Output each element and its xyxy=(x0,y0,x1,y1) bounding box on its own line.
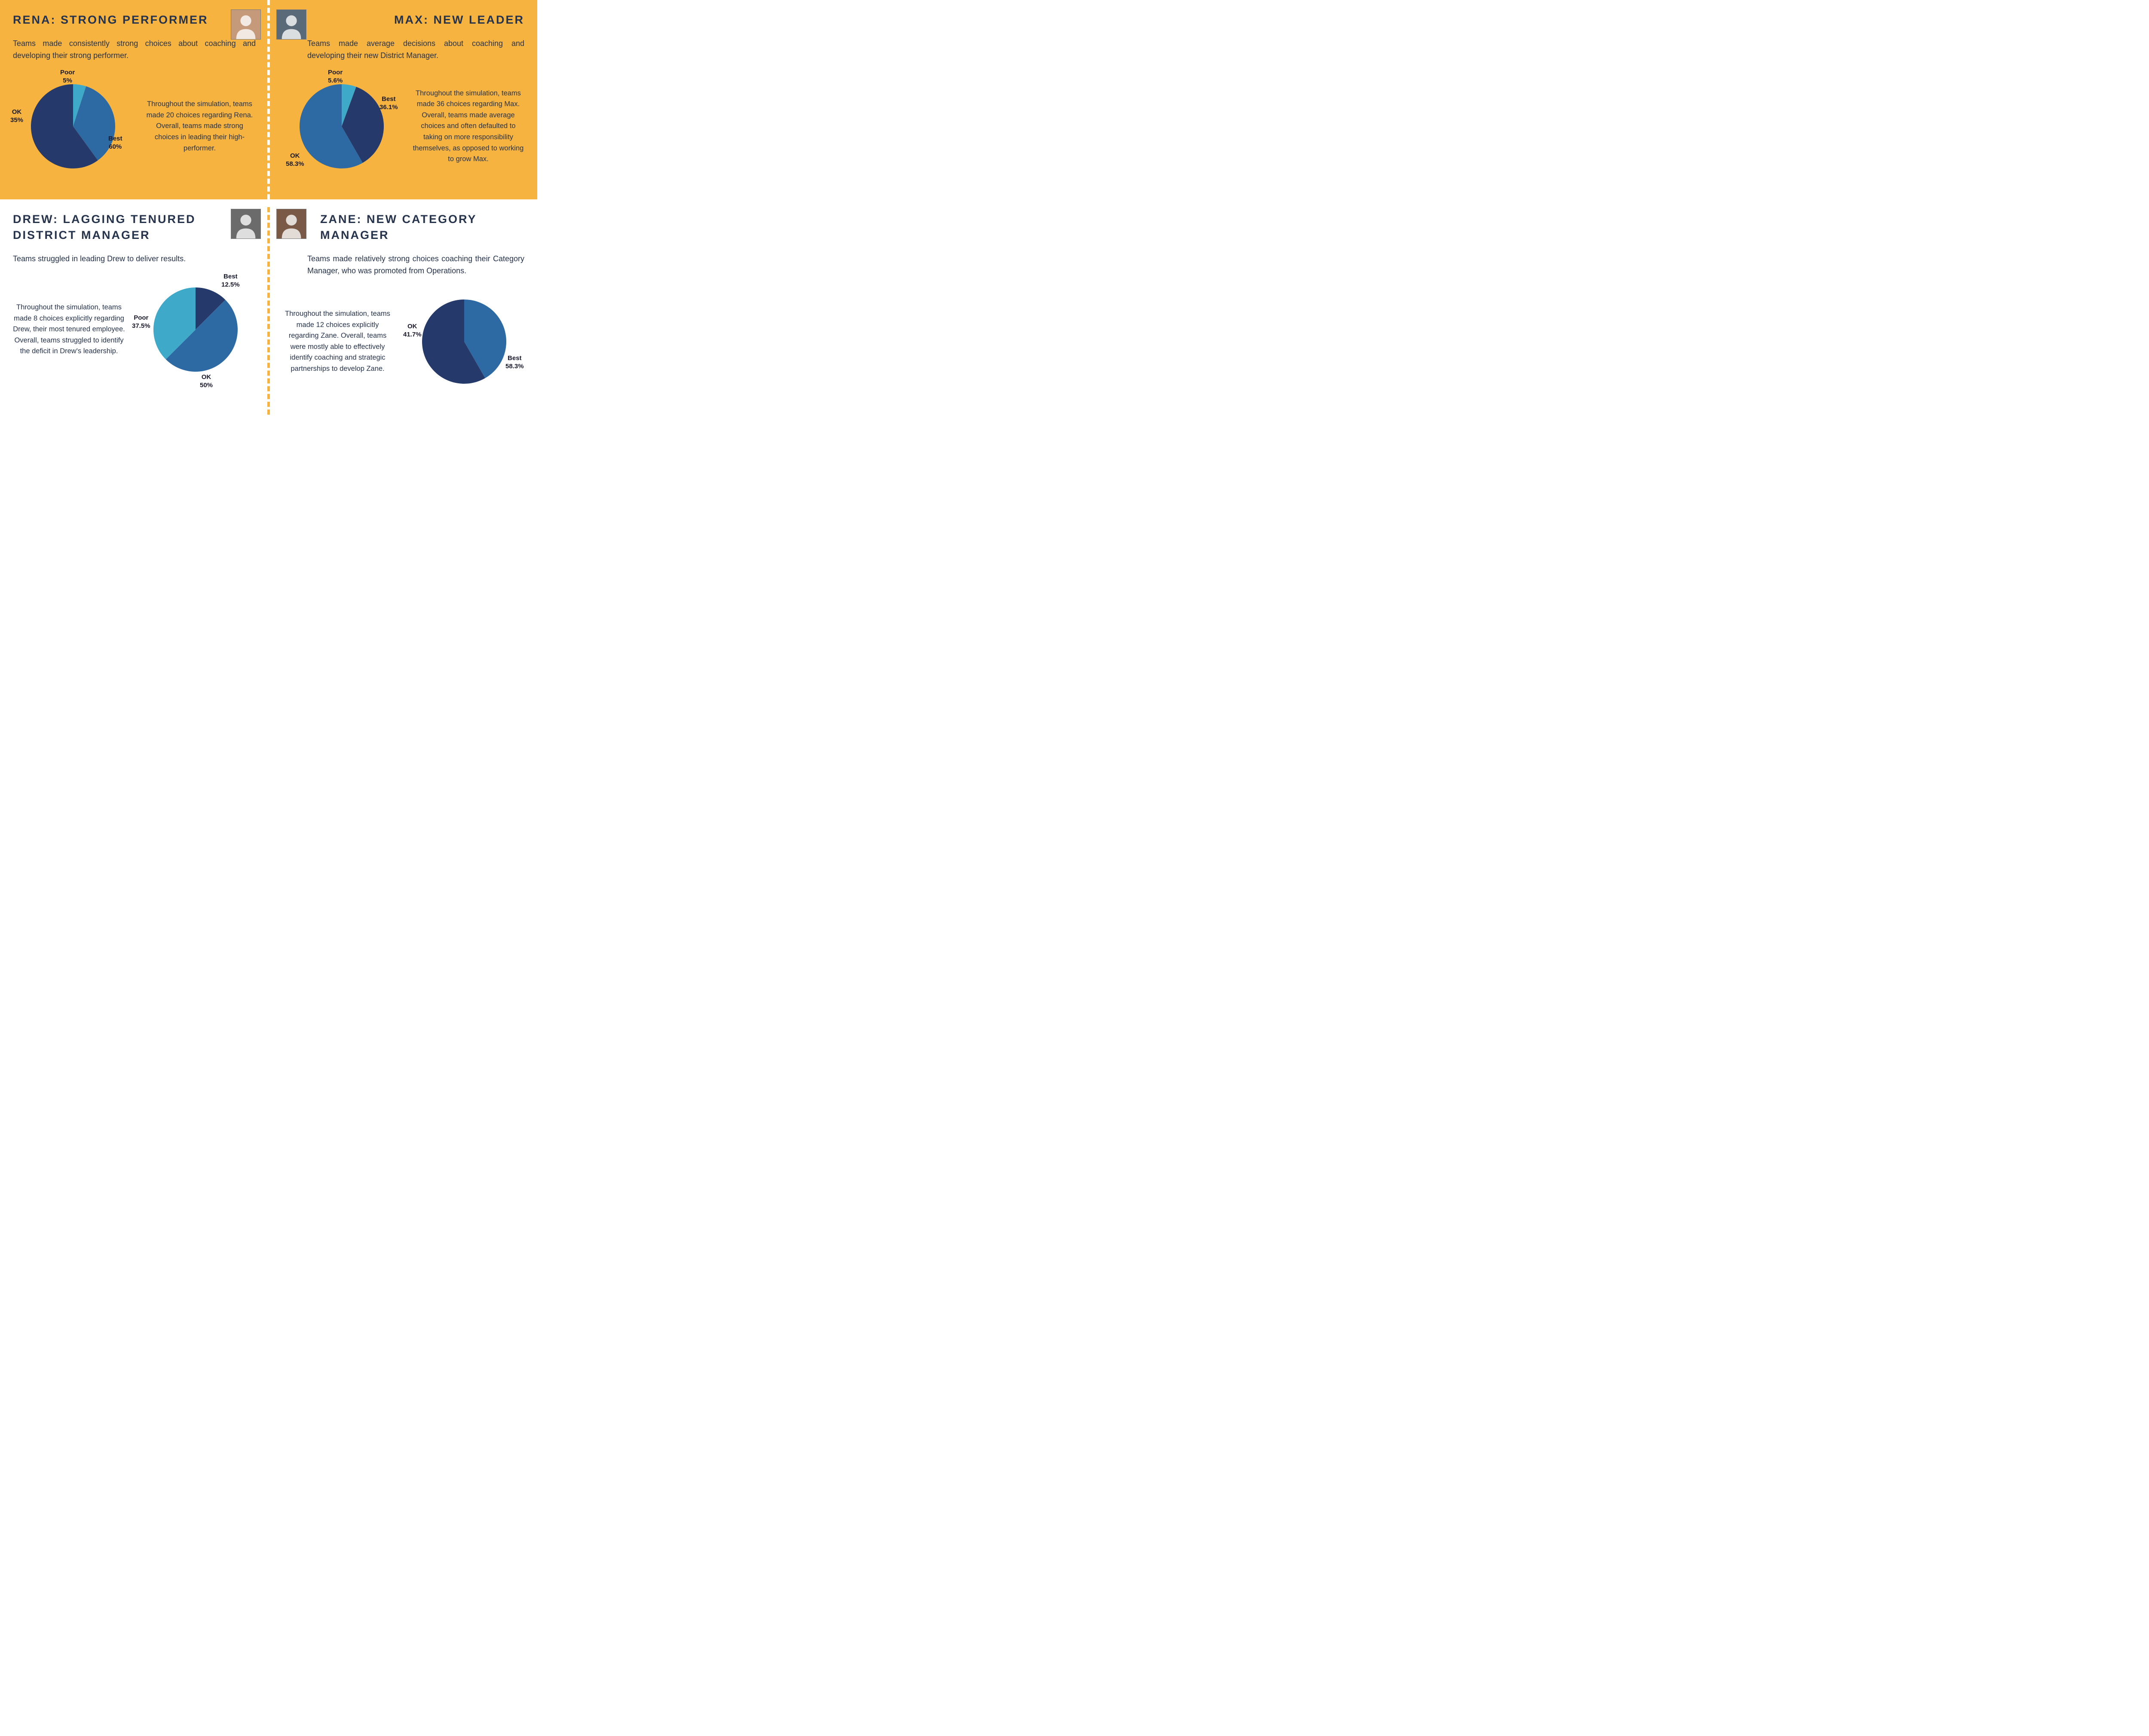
pie-label-poor: Poor5.6% xyxy=(328,69,343,85)
pie-label-ok: OK58.3% xyxy=(286,152,304,168)
pie-label-best: Best36.1% xyxy=(380,95,398,112)
heading-max: MAX: NEW LEADER xyxy=(282,12,524,28)
desc-rena: Throughout the simulation, teams made 20… xyxy=(144,99,256,154)
pie-label-best: Best58.3% xyxy=(505,355,524,371)
pie-label-best: Best60% xyxy=(108,135,122,151)
subtitle-zane: Teams made relatively strong choices coa… xyxy=(282,253,524,277)
avatar-rena xyxy=(231,9,261,40)
pie-rena: Poor5% OK35% Best60% xyxy=(13,70,133,182)
desc-drew: Throughout the simulation, teams made 8 … xyxy=(13,302,125,357)
quad-rena: RENA: STRONG PERFORMER Teams made consis… xyxy=(0,0,269,199)
heading-zane: ZANE: NEW CATEGORY MANAGER xyxy=(282,211,524,243)
body-drew: Best12.5%OK50%Poor37.5% Throughout the s… xyxy=(13,274,256,385)
infographic-grid: RENA: STRONG PERFORMER Teams made consis… xyxy=(0,0,537,415)
pie-label-best: Best12.5% xyxy=(221,273,240,289)
subtitle-rena: Teams made consistently strong choices a… xyxy=(13,38,256,62)
heading-rena: RENA: STRONG PERFORMER xyxy=(13,12,256,28)
quad-zane: ZANE: NEW CATEGORY MANAGER Teams made re… xyxy=(269,199,537,415)
desc-max: Throughout the simulation, teams made 36… xyxy=(412,88,524,165)
body-max: Poor5.6% Best36.1% OK58.3% Throughout the … xyxy=(282,70,524,182)
body-zane: OK41.7% Best58.3% Throughout the simulati… xyxy=(282,286,524,397)
pie-label-ok: OK41.7% xyxy=(403,323,422,339)
avatar-max xyxy=(276,9,306,40)
pie-label-poor: Poor5% xyxy=(60,69,75,85)
quad-max: MAX: NEW LEADER Teams made average decis… xyxy=(269,0,537,199)
avatar-zane xyxy=(276,209,306,239)
body-rena: Poor5% OK35% Best60% Throughout the simula… xyxy=(13,70,256,182)
avatar-drew xyxy=(231,209,261,239)
pie-max: Poor5.6% Best36.1% OK58.3% xyxy=(282,70,402,182)
pie-label-ok: OK50% xyxy=(200,373,213,390)
quad-drew: DREW: LAGGING TENURED DISTRICT MANAGER T… xyxy=(0,199,269,415)
pie-label-ok: OK35% xyxy=(10,108,23,125)
pie-drew: Best12.5%OK50%Poor37.5% xyxy=(135,274,256,385)
heading-drew: DREW: LAGGING TENURED DISTRICT MANAGER xyxy=(13,211,256,243)
pie-zane: OK41.7% Best58.3% xyxy=(404,286,524,397)
pie-label-poor: Poor37.5% xyxy=(132,314,150,330)
subtitle-drew: Teams struggled in leading Drew to deliv… xyxy=(13,253,256,265)
subtitle-max: Teams made average decisions about coach… xyxy=(282,38,524,62)
desc-zane: Throughout the simulation, teams made 12… xyxy=(282,309,394,374)
